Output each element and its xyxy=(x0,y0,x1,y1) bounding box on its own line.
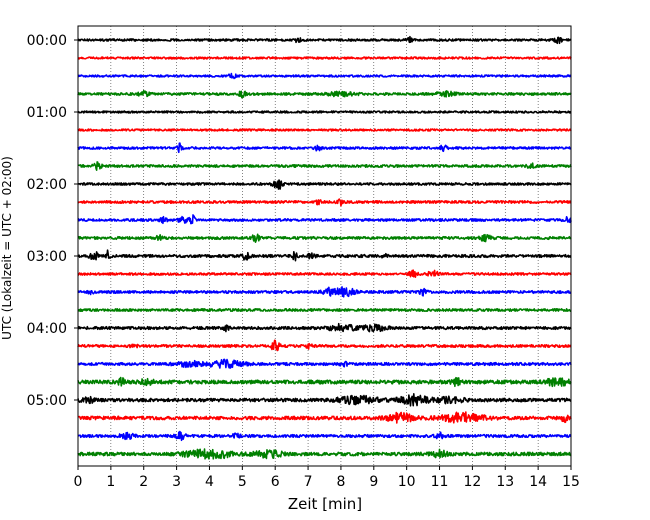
trace-03:15 xyxy=(77,269,572,278)
y-tick-label-00:00: 00:00 xyxy=(27,33,67,49)
y-tick-label-01:00: 01:00 xyxy=(27,105,67,121)
trace-01:30 xyxy=(77,142,572,154)
x-tick-label-13: 13 xyxy=(496,474,514,490)
trace-05:45 xyxy=(77,448,572,460)
y-axis-ticks: 00:00 01:00 02:00 03:00 04:00 05:00 xyxy=(27,33,78,409)
x-tick-label-8: 8 xyxy=(336,474,345,490)
x-tick-label-10: 10 xyxy=(398,474,416,490)
trace-05:30 xyxy=(77,430,572,442)
x-tick-label-14: 14 xyxy=(529,474,547,490)
trace-05:00 xyxy=(77,393,572,407)
x-tick-label-6: 6 xyxy=(271,474,280,490)
y-axis-label: UTC (Lokalzeit = UTC + 02:00) xyxy=(0,156,14,340)
trace-04:30 xyxy=(77,358,572,369)
trace-00:30 xyxy=(77,72,572,80)
plot-frame xyxy=(77,25,572,467)
x-axis-label: Zeit [min] xyxy=(288,495,362,513)
trace-05:15 xyxy=(77,411,572,424)
x-tick-label-12: 12 xyxy=(463,474,481,490)
x-tick-label-7: 7 xyxy=(304,474,313,490)
trace-02:30 xyxy=(77,214,572,225)
seismic-traces xyxy=(77,35,572,460)
trace-01:00 xyxy=(77,110,572,114)
y-tick-label-05:00: 05:00 xyxy=(27,393,67,409)
y-tick-label-04:00: 04:00 xyxy=(27,321,67,337)
trace-03:30 xyxy=(77,286,572,298)
x-axis-ticks: 0 1 2 3 4 5 6 7 8 9 10 11 12 13 14 15 xyxy=(74,466,580,490)
x-tick-label-2: 2 xyxy=(139,474,148,490)
trace-04:00 xyxy=(77,322,572,333)
trace-00:00 xyxy=(77,35,572,45)
x-tick-label-11: 11 xyxy=(431,474,449,490)
y-tick-label-02:00: 02:00 xyxy=(27,177,67,193)
x-tick-label-0: 0 xyxy=(74,474,83,490)
x-tick-label-9: 9 xyxy=(369,474,378,490)
trace-03:00 xyxy=(77,249,572,262)
x-tick-label-1: 1 xyxy=(106,474,115,490)
trace-03:45 xyxy=(77,308,572,312)
trace-01:45 xyxy=(77,161,572,171)
vertical-gridlines xyxy=(110,26,539,466)
trace-00:45 xyxy=(77,89,572,99)
trace-00:15 xyxy=(77,56,572,60)
x-tick-label-15: 15 xyxy=(562,474,580,490)
x-tick-label-3: 3 xyxy=(172,474,181,490)
trace-04:45 xyxy=(77,376,572,388)
x-tick-label-4: 4 xyxy=(205,474,214,490)
y-tick-label-03:00: 03:00 xyxy=(27,249,67,265)
x-tick-label-5: 5 xyxy=(238,474,247,490)
trace-02:45 xyxy=(77,233,572,243)
trace-02:15 xyxy=(77,198,572,207)
trace-02:00 xyxy=(77,179,572,190)
trace-04:15 xyxy=(77,339,572,352)
trace-01:15 xyxy=(77,128,572,132)
